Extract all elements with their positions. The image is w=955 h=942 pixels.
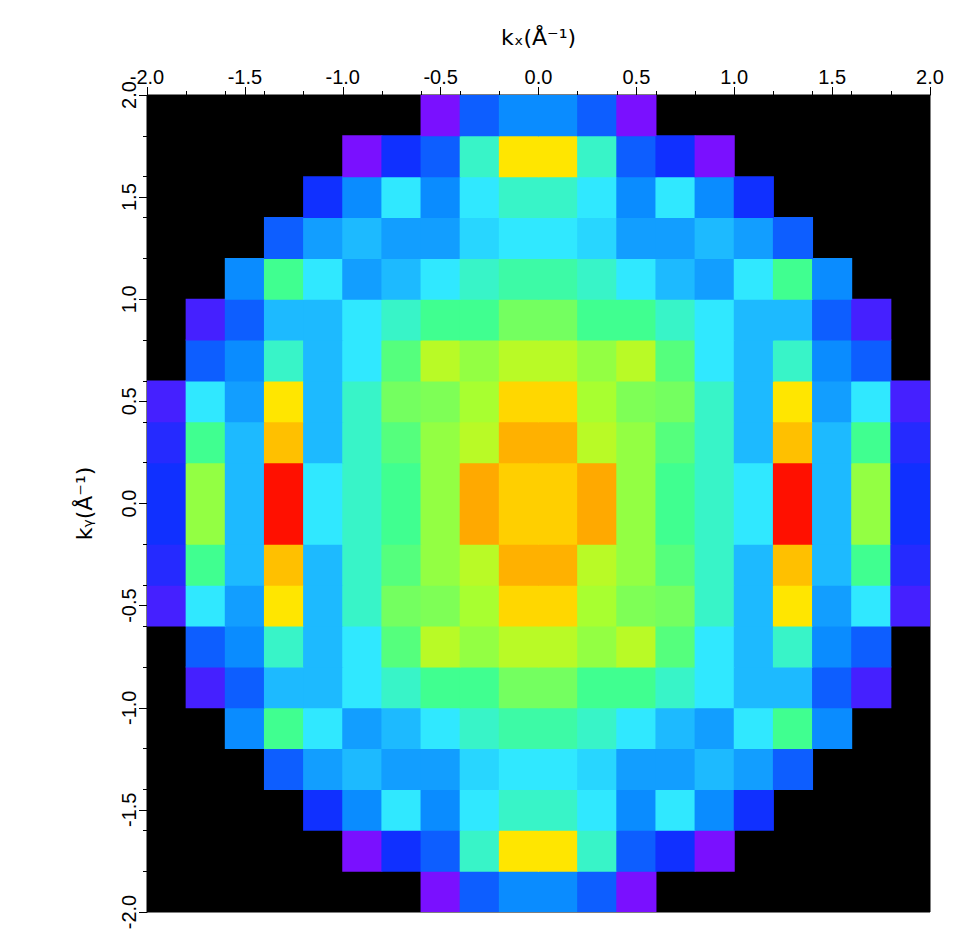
- svg-text:-2.0: -2.0: [118, 895, 140, 929]
- svg-text:1.0: 1.0: [118, 285, 140, 313]
- svg-text:-0.5: -0.5: [118, 588, 140, 622]
- svg-text:-1.0: -1.0: [118, 691, 140, 725]
- svg-text:0.5: 0.5: [118, 387, 140, 415]
- svg-text:kₓ(Å⁻¹): kₓ(Å⁻¹): [501, 24, 576, 50]
- svg-text:-1.5: -1.5: [118, 793, 140, 827]
- svg-text:1.0: 1.0: [720, 66, 748, 88]
- svg-text:1.5: 1.5: [118, 183, 140, 211]
- svg-text:2.0: 2.0: [916, 66, 944, 88]
- svg-text:kᵧ(Å⁻¹): kᵧ(Å⁻¹): [71, 467, 97, 541]
- svg-text:0.5: 0.5: [622, 66, 650, 88]
- svg-text:0.0: 0.0: [118, 490, 140, 518]
- svg-text:2.0: 2.0: [118, 81, 140, 109]
- svg-text:0.0: 0.0: [525, 66, 553, 88]
- svg-text:-2.0: -2.0: [130, 66, 164, 88]
- svg-text:1.5: 1.5: [818, 66, 846, 88]
- svg-text:-0.5: -0.5: [423, 66, 457, 88]
- svg-text:-1.5: -1.5: [228, 66, 262, 88]
- svg-text:-1.0: -1.0: [326, 66, 360, 88]
